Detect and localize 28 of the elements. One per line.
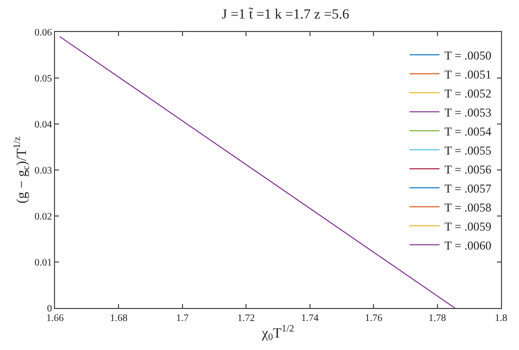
- legend-label: T = .0051: [444, 67, 492, 82]
- x-tick-label: 1.76: [364, 313, 382, 324]
- x-tick-label: 1.78: [428, 313, 446, 324]
- legend-label: T = .0057: [444, 181, 492, 196]
- y-tick-label: 0.01: [34, 258, 52, 268]
- y-tick-label: 0: [47, 304, 52, 314]
- y-tick-label: 0.06: [34, 28, 52, 38]
- legend-label: T = .0060: [444, 238, 492, 252]
- y-tick-label: 0.04: [34, 120, 52, 130]
- chart-title: J =1 t̃ =1 k =1.7 z =5.6: [222, 7, 350, 23]
- y-tick-label: 0.03: [34, 166, 52, 176]
- legend-label: T = .0053: [444, 105, 492, 120]
- x-axis-title: χ$_{0}$T$^{1/2}$: [260, 323, 294, 344]
- legend-label: T = .0055: [444, 143, 492, 158]
- legend-label: T = .0050: [444, 48, 492, 62]
- y-tick-label: 0.02: [34, 212, 52, 222]
- x-tick-label: 1.68: [110, 313, 128, 324]
- x-tick-label: 1.7: [176, 313, 189, 324]
- x-tick-label: 1.74: [301, 313, 319, 324]
- y-tick-label: 0.05: [34, 74, 52, 84]
- legend-label: T = .0058: [444, 200, 492, 214]
- x-tick-label: 1.8: [494, 313, 508, 324]
- x-tick-label: 1.66: [46, 313, 64, 324]
- legend-label: T = .0054: [444, 124, 492, 138]
- legend-label: T = .0059: [444, 219, 492, 234]
- legend-label: T = .0056: [444, 162, 492, 176]
- x-tick-label: 1.72: [237, 313, 255, 324]
- legend-label: T = .0052: [444, 86, 492, 100]
